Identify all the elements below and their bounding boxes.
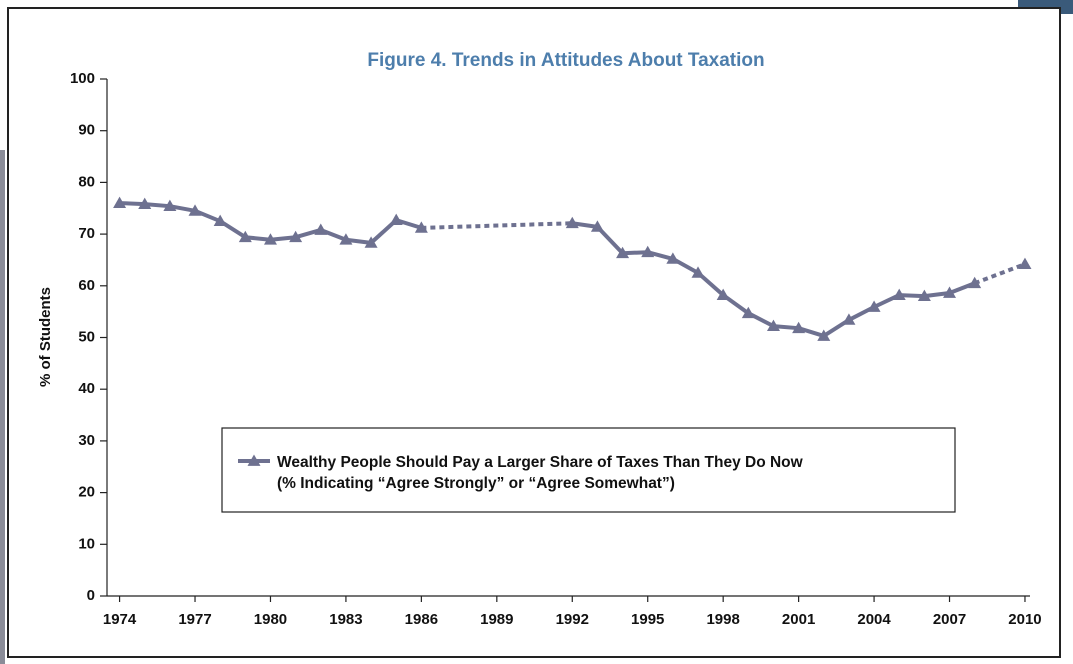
line-segment — [345, 237, 372, 245]
marker — [943, 286, 957, 298]
y-tick-label: 10 — [78, 535, 95, 552]
line-segment — [169, 204, 196, 213]
y-tick-label: 60 — [78, 277, 95, 294]
x-tick-label: 1980 — [254, 611, 287, 628]
y-tick-label: 100 — [70, 70, 95, 87]
marker — [339, 233, 353, 245]
y-axis-label: % of Students — [37, 287, 54, 387]
x-tick-label: 1983 — [329, 611, 362, 628]
x-tick-label: 2007 — [933, 611, 966, 628]
marker — [263, 233, 277, 245]
marker — [238, 230, 252, 243]
y-tick-label: 80 — [78, 173, 95, 190]
marker — [616, 246, 630, 259]
marker — [590, 220, 604, 232]
legend-label: Wealthy People Should Pay a Larger Share… — [277, 454, 804, 471]
x-tick-label: 2001 — [782, 611, 815, 628]
marker — [565, 216, 579, 229]
x-tick-label: 1992 — [556, 611, 589, 628]
x-tick-label: 1995 — [631, 611, 664, 628]
marker — [113, 196, 127, 208]
y-tick-label: 40 — [78, 380, 95, 397]
x-tick-label: 1989 — [480, 611, 513, 628]
y-tick-label: 70 — [78, 225, 95, 242]
y-tick-label: 50 — [78, 328, 95, 345]
line-segment — [773, 324, 799, 331]
chart-title: Figure 4. Trends in Attitudes About Taxa… — [367, 50, 764, 71]
line-segment — [270, 235, 296, 242]
legend-note: (% Indicating “Agree Strongly” or “Agree… — [277, 475, 675, 492]
x-tick-label: 2004 — [857, 611, 891, 628]
marker — [414, 221, 428, 233]
marker — [1018, 257, 1032, 269]
marker — [917, 289, 931, 302]
marker — [289, 230, 303, 243]
line-segment — [245, 235, 271, 242]
marker — [364, 236, 378, 248]
y-tick-label: 30 — [78, 432, 95, 449]
dashed-segment — [421, 221, 573, 230]
y-tick-label: 0 — [87, 587, 95, 604]
marker — [666, 252, 680, 264]
frame — [7, 7, 1061, 658]
line-segment — [899, 293, 925, 299]
x-tick-label: 2010 — [1008, 611, 1041, 628]
marker — [968, 276, 982, 289]
x-tick-label: 1974 — [103, 611, 137, 628]
marker — [138, 197, 152, 209]
x-tick-label: 1998 — [706, 611, 739, 628]
marker — [792, 321, 806, 334]
marker — [842, 313, 856, 325]
line-segment — [119, 201, 145, 207]
marker — [188, 204, 202, 216]
x-tick-label: 1986 — [405, 611, 438, 628]
marker — [766, 319, 780, 332]
marker — [389, 213, 403, 226]
line-segment — [924, 291, 950, 299]
marker — [314, 223, 328, 235]
line-segment — [144, 202, 171, 209]
y-tick-label: 90 — [78, 122, 95, 139]
marker — [817, 329, 831, 341]
marker — [741, 306, 755, 319]
marker — [213, 214, 227, 227]
x-tick-label: 1977 — [178, 611, 211, 628]
marker — [892, 288, 906, 300]
line-segment — [622, 250, 648, 256]
marker — [641, 245, 655, 258]
legend-box — [221, 427, 956, 513]
side-strip — [0, 150, 5, 664]
y-tick-label: 20 — [78, 484, 95, 501]
legend-swatch-marker — [247, 454, 261, 466]
marker — [163, 199, 177, 212]
marker — [716, 288, 730, 300]
line-segment — [571, 221, 598, 229]
marker — [691, 266, 705, 278]
marker — [867, 300, 881, 312]
